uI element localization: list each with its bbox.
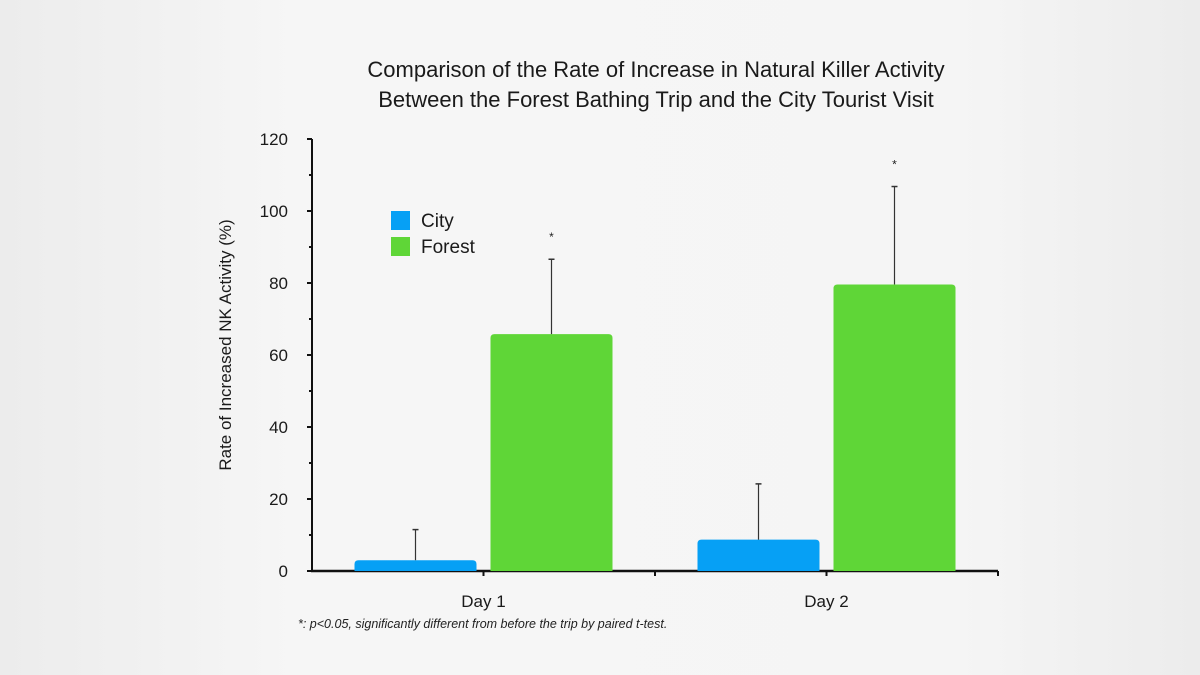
- chart-title-line1: Comparison of the Rate of Increase in Na…: [367, 57, 945, 82]
- x-tick-label: Day 2: [804, 592, 848, 611]
- footnote: *: p<0.05, significantly different from …: [298, 617, 668, 631]
- y-tick-label: 80: [269, 274, 288, 293]
- bar-forest-day2: [833, 284, 956, 571]
- y-tick-label: 0: [279, 562, 288, 581]
- y-tick-label: 20: [269, 490, 288, 509]
- bar-forest-day1: [490, 334, 613, 571]
- x-tick-label: Day 1: [461, 592, 505, 611]
- chart-title: Comparison of the Rate of Increase in Na…: [0, 55, 1200, 115]
- y-tick-label: 40: [269, 418, 288, 437]
- bar-group-city: [354, 528, 477, 571]
- legend-label-city: City: [421, 211, 454, 232]
- bar-group-city: [697, 483, 820, 571]
- chart-title-line2: Between the Forest Bathing Trip and the …: [378, 87, 934, 112]
- bar-city-day2: [697, 539, 820, 571]
- legend-swatch-forest: [391, 237, 410, 256]
- y-tick-label: 100: [260, 202, 288, 221]
- significance-marker: *: [549, 230, 554, 244]
- bar-group-forest: *: [490, 230, 613, 571]
- y-tick-label: 120: [260, 130, 288, 149]
- bar-group-forest: *: [833, 158, 956, 571]
- bar-city-day1: [354, 560, 477, 571]
- y-tick-label: 60: [269, 346, 288, 365]
- legend: City Forest: [391, 211, 476, 258]
- legend-label-forest: Forest: [421, 237, 476, 258]
- legend-swatch-city: [391, 211, 410, 230]
- significance-marker: *: [892, 158, 897, 172]
